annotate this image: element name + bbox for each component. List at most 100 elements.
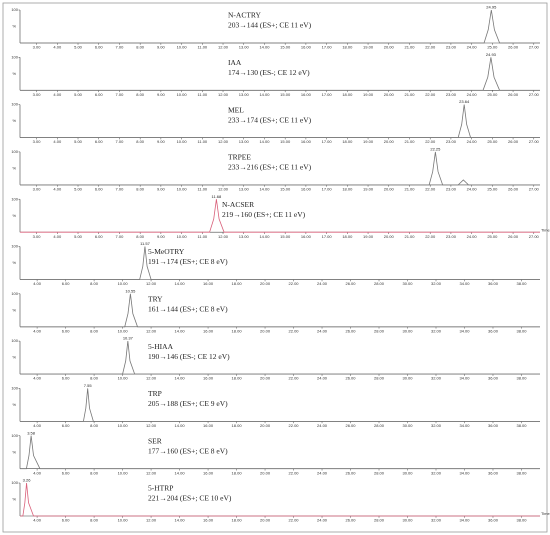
- x-tick-label: 19.00: [363, 139, 374, 144]
- compound-name: IAA: [228, 58, 242, 67]
- x-tick-label: 7.00: [116, 45, 125, 50]
- x-tick-label: 14.00: [175, 281, 186, 286]
- x-tick-label: 38.00: [516, 328, 527, 333]
- x-tick-label: 16.00: [301, 186, 312, 191]
- x-tick-label: 6.00: [95, 45, 104, 50]
- x-tick-label: 30.00: [402, 470, 413, 475]
- x-tick-label: 25.00: [487, 234, 498, 239]
- x-tick-label: 34.00: [459, 328, 470, 333]
- x-tick-label: 4.00: [53, 92, 62, 97]
- x-tick-label: 16.00: [203, 328, 214, 333]
- x-tick-label: 6.00: [62, 328, 71, 333]
- transition: 191→174 (ES+; CE 8 eV): [148, 257, 228, 266]
- x-tick-label: 36.00: [488, 518, 499, 523]
- x-tick-label: 4.00: [33, 518, 42, 523]
- x-tick-label: 6.00: [62, 376, 71, 381]
- x-tick-label: 6.00: [62, 281, 71, 286]
- x-tick-label: 8.00: [90, 423, 99, 428]
- x-tick-label: 23.00: [446, 92, 457, 97]
- x-tick-label: 18.00: [232, 281, 243, 286]
- transition: 161→144 (ES+; CE 8 eV): [148, 305, 228, 314]
- transition: 203→144 (ES+; CE 11 eV): [228, 21, 312, 30]
- y-axis-label: %: [12, 307, 16, 312]
- x-tick-label: 8.00: [90, 518, 99, 523]
- transition: 177→160 (ES+; CE 8 eV): [148, 446, 228, 455]
- x-tick-label: 26.00: [508, 186, 519, 191]
- x-tick-label: 26.00: [508, 234, 519, 239]
- x-tick-label: 16.00: [203, 423, 214, 428]
- peak-label: 7.55: [84, 383, 93, 388]
- x-tick-label: 17.00: [322, 186, 333, 191]
- peak-label: 24.95: [486, 5, 497, 10]
- x-tick-label: 22.00: [425, 92, 436, 97]
- x-tick-label: 34.00: [459, 423, 470, 428]
- y-tick-label: 100: [11, 338, 18, 343]
- x-tick-label: 20.00: [260, 423, 271, 428]
- x-tick-label: 12.00: [146, 281, 157, 286]
- x-tick-label: 26.00: [508, 92, 519, 97]
- x-tick-label: 14.00: [259, 186, 270, 191]
- x-tick-label: 15.00: [280, 186, 291, 191]
- x-tick-label: 34.00: [459, 281, 470, 286]
- x-tick-label: 22.00: [289, 518, 300, 523]
- x-tick-label: 15.00: [280, 45, 291, 50]
- x-tick-label: 14.00: [175, 470, 186, 475]
- x-tick-label: 21.00: [404, 92, 415, 97]
- x-tick-label: 6.00: [62, 423, 71, 428]
- x-tick-label: 22.00: [289, 281, 300, 286]
- x-tick-label: 25.00: [487, 45, 498, 50]
- x-tick-label: 24.00: [317, 470, 328, 475]
- x-tick-label: 20.00: [260, 518, 271, 523]
- y-axis-label: %: [12, 260, 16, 265]
- x-tick-label: 30.00: [402, 328, 413, 333]
- x-tick-label: 17.00: [322, 234, 333, 239]
- trace: [20, 482, 540, 517]
- x-tick-label: 5.00: [74, 186, 83, 191]
- x-tick-label: 16.00: [203, 470, 214, 475]
- trace: [20, 341, 540, 375]
- x-tick-label: 9.00: [157, 186, 166, 191]
- x-tick-label: 10.00: [118, 281, 129, 286]
- x-tick-label: 26.00: [346, 518, 357, 523]
- x-tick-label: 4.00: [33, 470, 42, 475]
- trace: [20, 199, 540, 233]
- x-tick-label: 6.00: [95, 234, 104, 239]
- transition: 221→204 (ES+; CE 10 eV): [148, 494, 232, 503]
- x-tick-label: 12.00: [146, 376, 157, 381]
- trace: [20, 151, 540, 186]
- x-tick-label: 8.00: [136, 45, 145, 50]
- x-tick-label: 11.00: [197, 92, 207, 97]
- peak-label: 11.68: [212, 194, 222, 199]
- compound-name: 5-HTRP: [148, 484, 173, 493]
- x-tick-label: 12.00: [146, 470, 157, 475]
- trace: [20, 57, 540, 91]
- x-tick-label: 25.00: [487, 139, 498, 144]
- x-tick-label: 16.00: [203, 518, 214, 523]
- x-tick-label: 12.00: [218, 45, 229, 50]
- x-tick-label: 22.00: [289, 423, 300, 428]
- x-tick-label: 14.00: [259, 45, 270, 50]
- x-tick-label: 26.00: [508, 139, 519, 144]
- x-tick-label: 6.00: [95, 139, 104, 144]
- x-tick-label: 26.00: [346, 376, 357, 381]
- x-tick-label: 3.00: [33, 45, 42, 50]
- x-tick-label: 5.00: [74, 92, 83, 97]
- x-tick-label: 10.00: [177, 45, 188, 50]
- x-tick-label: 19.00: [363, 186, 374, 191]
- y-axis-label: %: [12, 449, 16, 454]
- y-tick-label: 100: [11, 196, 18, 201]
- x-tick-label: 12.00: [146, 328, 157, 333]
- y-tick-label: 100: [11, 385, 18, 390]
- x-tick-label: 3.00: [33, 234, 42, 239]
- x-tick-label: 20.00: [260, 470, 271, 475]
- x-tick-label: 10.00: [177, 139, 188, 144]
- x-tick-label: 19.00: [363, 234, 374, 239]
- x-tick-label: 26.00: [508, 45, 519, 50]
- compound-name: N-ACTRY: [228, 11, 262, 20]
- peak-label: 24.93: [486, 52, 497, 57]
- x-tick-label: 18.00: [232, 376, 243, 381]
- x-tick-label: 28.00: [374, 518, 385, 523]
- x-tick-label: 25.00: [487, 92, 498, 97]
- x-tick-label: 5.00: [74, 234, 83, 239]
